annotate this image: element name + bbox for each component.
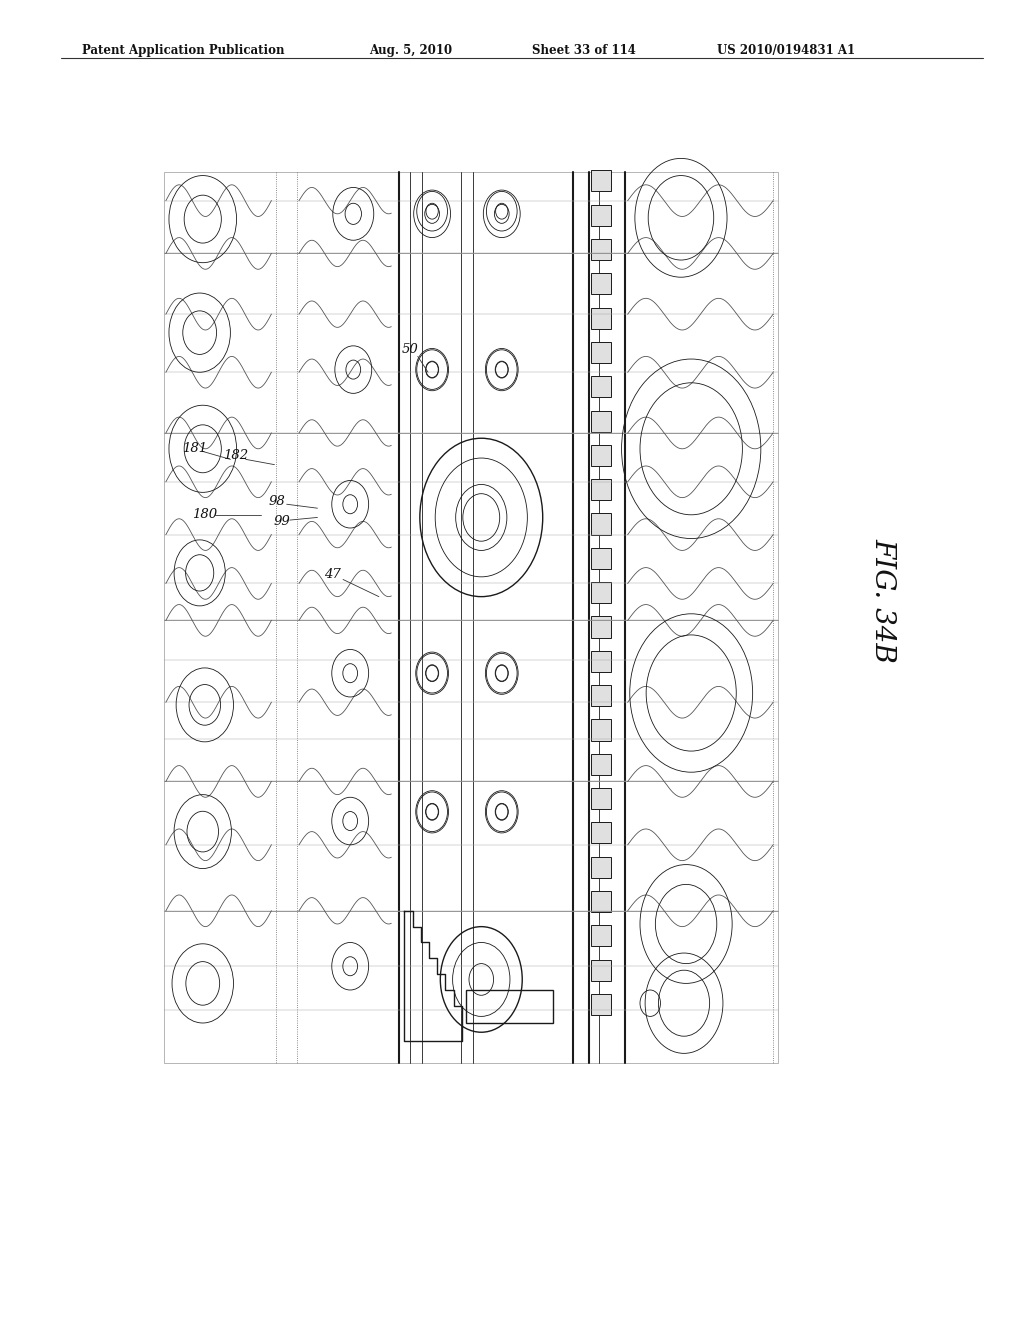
Bar — [591, 651, 610, 672]
Text: 50: 50 — [401, 343, 418, 356]
Bar — [591, 170, 610, 191]
Bar — [164, 172, 778, 1063]
Bar — [591, 822, 610, 843]
Bar — [466, 990, 553, 1023]
Bar — [591, 308, 610, 329]
Text: 47: 47 — [325, 568, 341, 581]
Bar — [591, 513, 610, 535]
Bar — [591, 376, 610, 397]
Text: 180: 180 — [193, 508, 217, 521]
Bar — [591, 685, 610, 706]
Bar — [591, 445, 610, 466]
Text: 182: 182 — [223, 449, 248, 462]
Bar — [591, 719, 610, 741]
Bar — [591, 479, 610, 500]
Bar — [591, 925, 610, 946]
Bar — [591, 273, 610, 294]
Bar — [591, 582, 610, 603]
Text: Patent Application Publication: Patent Application Publication — [82, 44, 285, 57]
Text: Aug. 5, 2010: Aug. 5, 2010 — [369, 44, 452, 57]
Bar — [591, 754, 610, 775]
Bar — [591, 994, 610, 1015]
Text: US 2010/0194831 A1: US 2010/0194831 A1 — [717, 44, 855, 57]
Bar — [591, 857, 610, 878]
Bar — [591, 616, 610, 638]
Bar — [591, 239, 610, 260]
Text: 98: 98 — [268, 495, 285, 508]
Bar — [591, 411, 610, 432]
Text: 181: 181 — [182, 442, 207, 455]
Text: 99: 99 — [273, 515, 290, 528]
Bar — [591, 891, 610, 912]
Bar — [591, 960, 610, 981]
Bar — [591, 548, 610, 569]
Bar — [591, 205, 610, 226]
Bar — [591, 788, 610, 809]
Text: FIG. 34B: FIG. 34B — [869, 539, 896, 663]
Bar — [591, 342, 610, 363]
Text: Sheet 33 of 114: Sheet 33 of 114 — [532, 44, 636, 57]
